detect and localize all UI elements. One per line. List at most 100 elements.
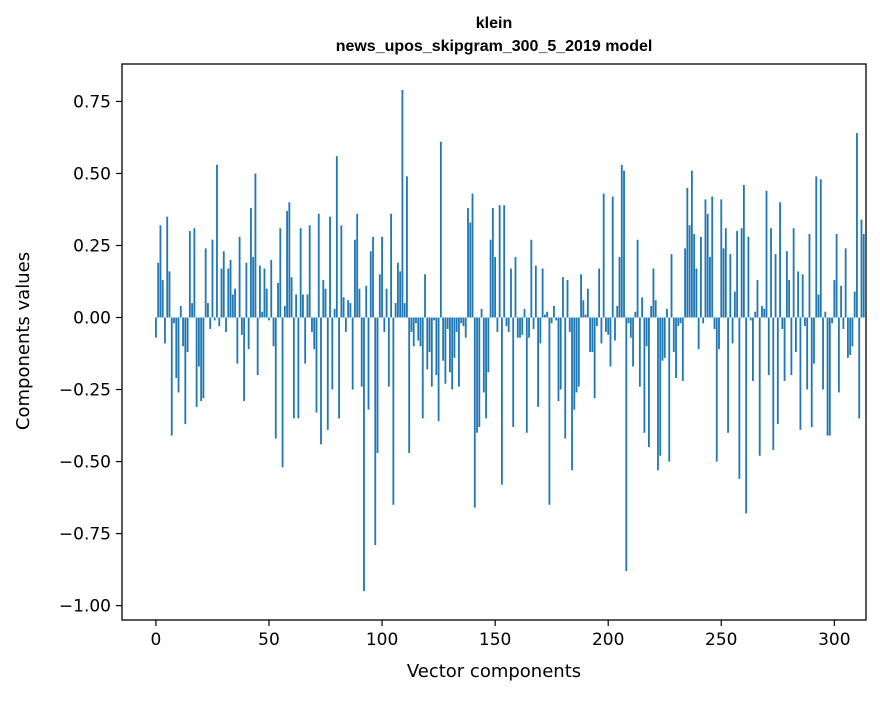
bar-218 — [648, 317, 650, 448]
bar-59 — [288, 202, 291, 318]
bar-92 — [363, 317, 365, 592]
bar-243 — [704, 199, 707, 318]
bar-108 — [399, 271, 402, 318]
bar-192 — [589, 317, 592, 353]
bar-196 — [598, 268, 601, 318]
bar-173 — [546, 311, 549, 318]
bar-15 — [188, 231, 191, 318]
bar-306 — [847, 317, 849, 358]
bar-84 — [344, 317, 347, 332]
bar-256 — [733, 291, 736, 318]
bar-145 — [482, 317, 485, 393]
bar-22 — [204, 248, 207, 318]
bar-154 — [503, 205, 506, 318]
bar-251 — [722, 248, 725, 318]
bar-176 — [553, 305, 555, 318]
bar-150 — [494, 257, 497, 318]
bar-97 — [374, 317, 377, 546]
bar-74 — [322, 280, 325, 318]
bar-116 — [417, 317, 420, 341]
bar-185 — [573, 317, 576, 410]
bar-18 — [195, 317, 198, 407]
bar-189 — [582, 300, 585, 318]
bar-75 — [324, 288, 327, 318]
bar-177 — [555, 317, 558, 321]
bar-41 — [247, 317, 250, 350]
bar-247 — [713, 317, 716, 330]
bar-262 — [747, 236, 750, 318]
bar-26 — [213, 317, 216, 321]
bar-86 — [349, 303, 352, 318]
bar-287 — [804, 317, 806, 327]
bar-153 — [501, 317, 503, 485]
bar-199 — [605, 317, 607, 332]
bar-205 — [618, 257, 621, 318]
bar-193 — [591, 317, 594, 353]
bar-161 — [519, 317, 521, 338]
bar-220 — [652, 268, 655, 318]
y-tick-label: −1.00 — [59, 597, 111, 617]
bar-266 — [756, 280, 759, 318]
bar-31 — [225, 317, 227, 332]
bar-257 — [736, 231, 739, 318]
bar-293 — [817, 294, 820, 318]
bar-130 — [449, 317, 451, 373]
bar-242 — [702, 317, 705, 324]
bar-129 — [446, 317, 449, 330]
bar-121 — [428, 317, 431, 353]
bar-253 — [727, 317, 729, 433]
bar-165 — [528, 317, 530, 338]
bar-174 — [548, 317, 551, 505]
bar-14 — [186, 317, 189, 353]
x-tick-label: 50 — [258, 630, 280, 650]
bar-143 — [478, 317, 481, 427]
bar-101 — [383, 317, 386, 332]
bar-144 — [480, 308, 483, 318]
bar-44 — [254, 173, 257, 318]
bar-69 — [311, 317, 313, 332]
bar-30 — [222, 251, 225, 318]
bar-82 — [340, 225, 343, 318]
bar-250 — [720, 199, 723, 318]
x-axis-ticks: 0 50 100 150 200 250 300 — [151, 620, 851, 650]
bar-64 — [299, 228, 302, 318]
bar-229 — [672, 317, 675, 353]
bar-73 — [320, 317, 322, 445]
bar-208 — [625, 317, 628, 572]
bar-27 — [216, 164, 218, 318]
bar-235 — [686, 187, 689, 318]
bar-23 — [207, 303, 209, 318]
bar-301 — [835, 233, 838, 318]
bar-312 — [860, 219, 863, 318]
bar-120 — [426, 317, 429, 370]
bar-198 — [602, 193, 605, 318]
bar-149 — [491, 208, 494, 318]
bar-166 — [530, 239, 533, 318]
bar-184 — [571, 317, 573, 471]
bar-273 — [772, 317, 775, 451]
bar-87 — [351, 317, 354, 390]
x-tick-label: 0 — [151, 630, 162, 650]
bar-232 — [679, 317, 682, 324]
bar-290 — [810, 317, 813, 427]
bar-67 — [306, 294, 309, 318]
bar-296 — [824, 311, 827, 318]
bar-158 — [512, 317, 515, 427]
bar-282 — [792, 228, 795, 318]
bar-102 — [385, 288, 388, 318]
bar-214 — [638, 317, 641, 387]
bar-98 — [376, 317, 379, 453]
bar-191 — [586, 288, 589, 318]
bar-1 — [157, 262, 160, 318]
y-tick-label: −0.75 — [59, 525, 111, 545]
bar-17 — [193, 228, 196, 318]
bar-134 — [458, 317, 460, 387]
bar-180 — [562, 277, 564, 318]
bar-307 — [849, 317, 852, 355]
bar-11 — [179, 305, 182, 318]
bar-172 — [543, 314, 546, 318]
bar-117 — [419, 317, 422, 347]
bar-270 — [765, 190, 768, 318]
bar-35 — [234, 288, 236, 318]
bar-239 — [695, 268, 698, 318]
